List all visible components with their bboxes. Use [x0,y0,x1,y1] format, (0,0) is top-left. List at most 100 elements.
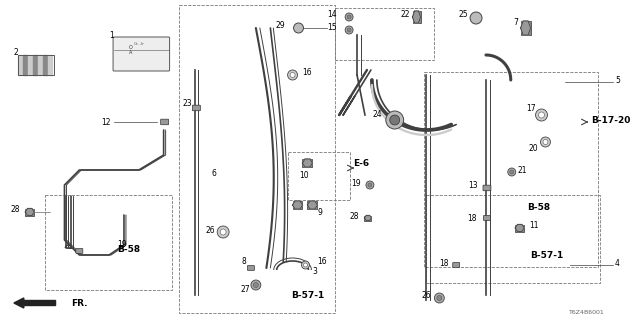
Circle shape [253,283,259,287]
FancyBboxPatch shape [161,119,168,125]
Circle shape [543,140,548,145]
Bar [515,225,524,231]
Text: 22: 22 [400,10,410,19]
Polygon shape [292,201,303,209]
Text: 3: 3 [312,268,317,276]
Polygon shape [18,55,22,75]
Polygon shape [23,55,27,75]
Polygon shape [26,209,34,215]
Text: 14: 14 [328,10,337,19]
Text: 26: 26 [205,226,215,235]
Circle shape [435,293,444,303]
Text: 21: 21 [518,165,527,174]
Text: B-17-20: B-17-20 [591,116,630,124]
Bar [287,152,350,200]
Circle shape [294,23,303,33]
Polygon shape [43,55,47,75]
Text: 10: 10 [300,171,309,180]
Polygon shape [307,201,317,209]
Circle shape [541,137,550,147]
Circle shape [347,28,351,32]
Text: Cr...lr: Cr...lr [133,42,144,46]
Polygon shape [515,225,524,231]
Bar [307,201,317,209]
Circle shape [538,112,545,118]
Text: B-57-1: B-57-1 [291,291,324,300]
Bar [426,195,600,283]
Circle shape [437,295,442,300]
Polygon shape [413,11,420,23]
Text: 16: 16 [317,258,327,267]
FancyBboxPatch shape [113,37,170,71]
FancyBboxPatch shape [248,266,254,270]
Bar [18,55,54,75]
Polygon shape [303,159,312,167]
Circle shape [290,73,295,77]
Text: 13: 13 [468,180,478,189]
FancyBboxPatch shape [452,262,460,268]
Bar [335,8,435,60]
Text: B-58: B-58 [117,244,141,253]
Text: 6: 6 [211,169,216,178]
Bar [521,21,531,35]
Text: FR.: FR. [72,299,88,308]
FancyBboxPatch shape [76,249,83,253]
Polygon shape [521,21,531,35]
Text: 7: 7 [514,18,518,27]
Bar [45,195,172,290]
Text: 19: 19 [351,179,361,188]
Text: T6Z4B6001: T6Z4B6001 [569,309,605,315]
Circle shape [386,111,404,129]
Text: 27: 27 [240,285,250,294]
Circle shape [347,15,351,19]
Circle shape [303,263,307,267]
Polygon shape [38,55,42,75]
Text: 17: 17 [526,103,536,113]
Bar [292,201,303,209]
Text: 5: 5 [615,76,620,84]
Circle shape [470,12,482,24]
Text: 19: 19 [117,239,127,249]
Polygon shape [364,215,371,220]
Circle shape [345,26,353,34]
Bar [364,215,371,220]
FancyArrow shape [14,298,56,308]
Bar [424,72,598,267]
Circle shape [345,13,353,21]
Circle shape [536,109,547,121]
Circle shape [220,229,226,235]
Circle shape [301,261,309,269]
Circle shape [251,280,261,290]
Polygon shape [33,55,36,75]
Text: 16: 16 [303,68,312,76]
FancyBboxPatch shape [193,105,200,111]
Circle shape [390,115,399,125]
FancyBboxPatch shape [483,215,490,220]
Text: 1: 1 [109,30,114,39]
Circle shape [217,226,229,238]
Text: 18: 18 [439,259,448,268]
Text: 26: 26 [422,291,431,300]
Circle shape [287,70,298,80]
Text: 28: 28 [349,212,359,220]
Text: O
A: O A [129,44,132,55]
Polygon shape [47,55,52,75]
Text: 28: 28 [10,204,20,213]
Bar [303,159,312,167]
Text: 15: 15 [328,22,337,31]
Polygon shape [28,55,32,75]
Text: 24: 24 [372,109,382,118]
Bar [26,209,34,215]
Circle shape [366,181,374,189]
Bar [179,5,335,313]
Text: 9: 9 [317,207,322,217]
Text: 29: 29 [275,20,285,29]
Bar [413,11,420,23]
Text: 2: 2 [13,47,18,57]
Text: B-57-1: B-57-1 [531,251,564,260]
Text: 12: 12 [102,117,111,126]
Text: 8: 8 [241,258,246,267]
FancyBboxPatch shape [483,185,491,191]
Text: 11: 11 [529,220,539,229]
Circle shape [508,168,516,176]
